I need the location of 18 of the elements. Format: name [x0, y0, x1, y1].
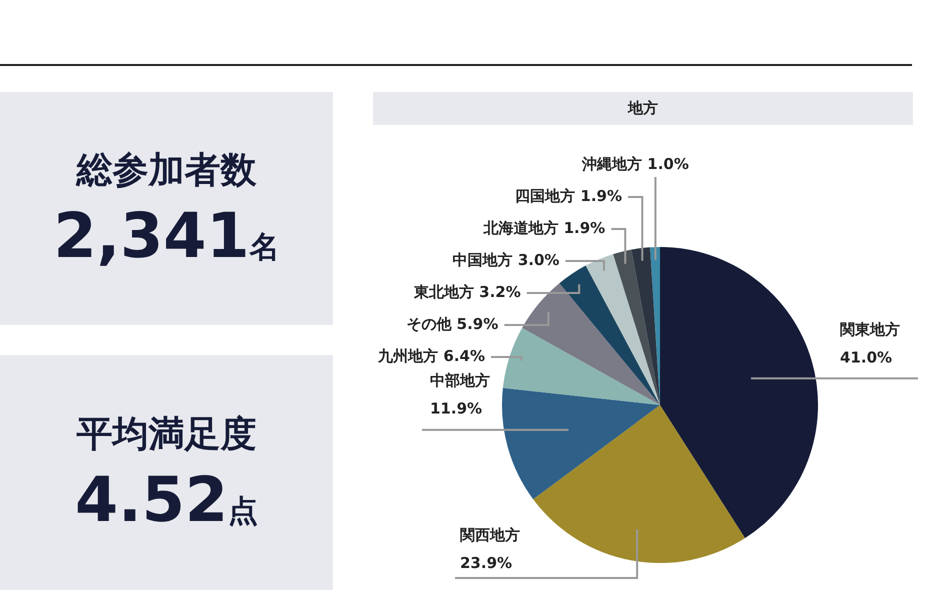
slice-label: その他 5.9% [406, 314, 498, 333]
text: 総参加者数 [76, 148, 256, 192]
slice-label: 関東地方 [840, 320, 900, 338]
slice-label: 沖縄地方 1.0% [581, 154, 689, 173]
slice-label: 東北地方 3.2% [412, 282, 521, 301]
slice-label: 四国地方 1.9% [515, 186, 622, 205]
chart-title: 地方 [373, 92, 913, 125]
data-label: 11.9% [430, 400, 482, 418]
slice-label: 中国地方 3.0% [452, 250, 560, 269]
data-label: 23.9% [460, 554, 512, 572]
text: 平均満足度 [76, 412, 256, 456]
data-label: 41.0% [840, 348, 892, 366]
text: 名 [250, 230, 280, 264]
text: 点 [228, 494, 258, 528]
slice-label: 北海道地方 1.9% [482, 218, 606, 237]
slice-label: 中部地方 [430, 372, 490, 390]
slice-label: 関西地方 [460, 526, 520, 544]
slice-label: 九州地方 6.4% [377, 346, 486, 365]
